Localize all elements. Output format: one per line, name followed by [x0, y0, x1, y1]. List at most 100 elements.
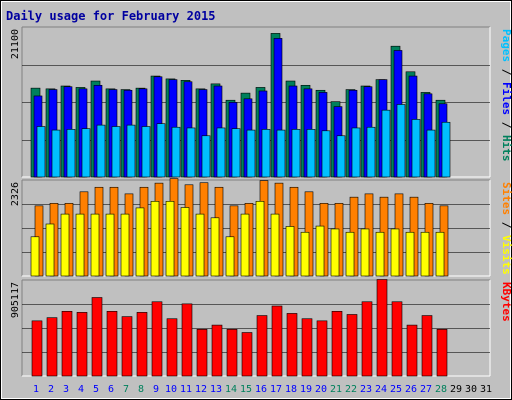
bar-group-day-3	[60, 203, 74, 277]
bar-group-day-11	[181, 303, 193, 377]
bar-pages	[306, 129, 316, 178]
bar-visits	[435, 231, 445, 277]
bar-group-day-21	[330, 101, 346, 178]
bar-pages	[291, 129, 301, 178]
x-tick-label: 28	[435, 384, 447, 395]
x-axis-day-labels: 1 2 3 4 5 6 7 8 9 10 11 12 13 14 15 16 17 18 19 20 21 22 23 24 2…	[33, 384, 492, 395]
bar-kbytes	[331, 311, 343, 377]
bar-group-day-22	[345, 196, 359, 277]
bar-group-day-26	[405, 196, 419, 277]
bar-group-day-22	[346, 314, 358, 377]
bar-group-day-21	[330, 203, 344, 277]
bar-group-day-16	[256, 315, 268, 377]
bar-visits	[270, 213, 280, 277]
bar-pages	[366, 126, 376, 178]
bar-group-day-15	[240, 203, 254, 277]
bar-pages	[396, 104, 406, 178]
bar-kbytes	[271, 305, 283, 377]
bar-kbytes	[121, 316, 133, 377]
x-tick-label: 18	[285, 384, 297, 395]
bar-group-day-8	[136, 312, 148, 377]
bar-group-day-2	[46, 317, 58, 377]
bar-group-day-17	[270, 182, 284, 277]
bar-visits	[345, 231, 355, 277]
bar-visits	[285, 226, 295, 277]
bar-pages	[321, 130, 331, 178]
bar-kbytes	[361, 301, 373, 377]
x-tick-label: 26	[405, 384, 417, 395]
bar-group-day-15	[240, 92, 256, 178]
bar-group-day-13	[211, 324, 223, 377]
bar-group-day-17	[270, 33, 286, 178]
bar-group-day-17	[271, 305, 283, 377]
x-tick-label: 15	[240, 384, 252, 395]
bar-pages	[336, 135, 346, 178]
bar-group-day-20	[315, 203, 329, 277]
bar-visits	[315, 225, 325, 277]
bar-visits	[240, 213, 250, 277]
bar-visits	[300, 231, 310, 277]
bar-group-day-28	[436, 329, 448, 377]
bar-visits	[360, 228, 370, 277]
bar-group-day-10	[166, 318, 178, 377]
bar-visits	[390, 228, 400, 277]
bar-group-day-14	[225, 99, 241, 178]
bar-group-day-14	[225, 205, 239, 277]
legend-segment: /	[500, 115, 512, 135]
bar-group-day-20	[316, 320, 328, 377]
bar-pages	[156, 123, 166, 178]
y-max-label: 21100	[10, 29, 21, 59]
bar-group-day-27	[421, 315, 433, 377]
bar-group-day-6	[105, 186, 119, 277]
bar-kbytes	[406, 324, 418, 377]
bar-group-day-9	[150, 182, 164, 277]
bar-pages	[201, 135, 211, 178]
bar-group-day-25	[390, 45, 406, 178]
bar-group-day-23	[360, 193, 374, 277]
bar-group-day-10	[165, 178, 179, 277]
bar-group-day-8	[135, 186, 149, 277]
y-max-label: 905117	[10, 282, 21, 318]
bar-visits	[120, 213, 130, 277]
bar-pages	[126, 124, 136, 178]
bar-group-day-3	[60, 85, 76, 178]
bar-group-day-12	[196, 329, 208, 377]
bar-visits	[180, 207, 190, 277]
bar-pages	[96, 124, 106, 178]
panel-kbytes: 905117 KBytes	[10, 279, 512, 377]
bar-group-day-28	[435, 205, 449, 277]
bar-kbytes	[46, 317, 58, 377]
right-series-legend: Sites / Visits	[500, 182, 512, 275]
bar-group-day-7	[121, 316, 133, 377]
x-tick-label: 11	[180, 384, 192, 395]
bar-group-day-16	[255, 180, 269, 277]
bar-visits	[75, 213, 85, 277]
bar-group-day-24	[376, 279, 388, 377]
x-tick-label: 31	[480, 384, 492, 395]
bar-pages	[186, 127, 196, 178]
bar-group-day-18	[285, 80, 301, 178]
bar-visits	[60, 213, 70, 277]
bar-kbytes	[211, 324, 223, 377]
bar-group-day-26	[405, 71, 421, 178]
x-tick-label: 29	[450, 384, 462, 395]
bar-kbytes	[316, 320, 328, 377]
x-tick-label: 22	[345, 384, 357, 395]
x-tick-label: 4	[78, 384, 84, 395]
bar-group-day-28	[435, 99, 451, 178]
bar-visits	[405, 231, 415, 277]
bar-kbytes	[106, 311, 118, 377]
bar-pages	[411, 119, 421, 178]
bar-pages	[66, 129, 76, 178]
bar-visits	[225, 236, 235, 277]
bar-visits	[30, 236, 40, 277]
x-tick-label: 21	[330, 384, 342, 395]
bar-group-day-5	[90, 80, 106, 178]
x-tick-label: 13	[210, 384, 222, 395]
bar-kbytes	[166, 318, 178, 377]
bar-group-day-7	[120, 193, 134, 277]
bar-group-day-1	[30, 87, 46, 178]
bar-group-day-12	[195, 88, 211, 178]
bar-group-day-6	[105, 88, 121, 178]
